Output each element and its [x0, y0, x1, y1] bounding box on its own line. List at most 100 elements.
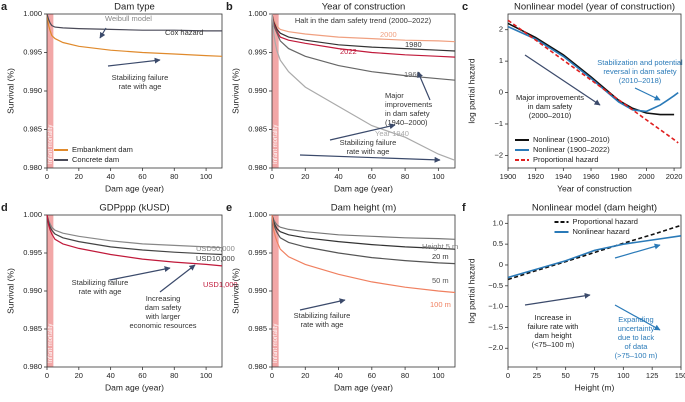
x-tick-label: 40 — [106, 172, 114, 181]
panel-letter: a — [1, 1, 8, 13]
y-tick-label: 0.995 — [248, 248, 267, 257]
legend-label: Nonlinear (1900–2022) — [533, 145, 610, 154]
y-tick-label: 2 — [499, 25, 503, 34]
y-tick-label: 0.980 — [23, 362, 42, 371]
annotation: reversal in dam safety — [603, 67, 677, 76]
x-axis-label: Dam age (year) — [334, 382, 393, 392]
y-tick-label: 0.990 — [23, 286, 42, 295]
y-tick-label: −1.0 — [488, 302, 503, 311]
y-tick-label: −2 — [494, 150, 503, 159]
x-tick-label: 40 — [334, 371, 342, 380]
x-tick-label: 0 — [270, 371, 274, 380]
arrow — [109, 266, 171, 281]
series-line — [507, 19, 679, 144]
y-tick-label: 0.990 — [23, 86, 42, 95]
legend-label: Nonlinear (1900–2010) — [533, 135, 610, 144]
annotation: Major improvements — [516, 93, 584, 102]
y-tick-label: 0.985 — [248, 324, 267, 333]
y-tick-label: −2.0 — [488, 343, 503, 352]
x-tick-label: 20 — [301, 371, 309, 380]
x-tick-label: 75 — [590, 371, 598, 380]
infant-mortality-band — [272, 215, 279, 367]
x-axis-label: Height (m) — [575, 382, 615, 392]
x-tick-label: 1900 — [500, 172, 517, 181]
band-label: Infant mortality — [48, 125, 54, 164]
annotation: Weibull model — [105, 14, 152, 23]
annotation: rate with age — [79, 287, 122, 296]
y-tick-label: 0.5 — [493, 239, 503, 248]
series-label: 100 m — [430, 300, 451, 309]
series-line — [507, 224, 682, 281]
legend-label: Concrete dam — [72, 155, 119, 164]
y-axis-label: log partial hazard — [466, 258, 476, 323]
y-axis-label: Survival (%) — [230, 268, 240, 314]
x-axis-label: Dam age (year) — [105, 183, 164, 193]
x-tick-label: 100 — [200, 371, 213, 380]
annotation: Stabilizing failure — [72, 278, 129, 287]
annotation: Stabilizing failure — [294, 311, 351, 320]
x-axis-label: Dam age (year) — [334, 183, 393, 193]
annotation: rate with age — [301, 320, 344, 329]
y-tick-label: 0.995 — [23, 47, 42, 56]
series-line — [271, 214, 456, 265]
annotation: of data — [625, 342, 649, 351]
panel-letter: b — [226, 1, 233, 13]
arrow — [99, 27, 107, 39]
x-tick-label: 20 — [301, 172, 309, 181]
series-label: Height 5 m — [422, 242, 458, 251]
arrow — [299, 154, 441, 163]
annotation: in dam safety — [385, 109, 430, 118]
arrow — [634, 87, 661, 101]
arrow — [524, 54, 601, 106]
infant-mortality-band — [47, 215, 54, 367]
annotation: uncertainty — [618, 324, 655, 333]
series-label: 50 m — [432, 276, 449, 285]
y-axis-label: Survival (%) — [230, 68, 240, 114]
band-label: Infant mortality — [273, 125, 279, 164]
arrow — [159, 264, 196, 293]
annotation: dam height — [534, 331, 572, 340]
y-tick-label: 0.980 — [248, 163, 267, 172]
legend-label: Nonlinear hazard — [573, 227, 630, 236]
annotation: (1940–2000) — [385, 118, 428, 127]
y-tick-label: 0 — [499, 88, 503, 97]
plot-frame — [507, 13, 682, 169]
y-tick-label: −0.5 — [488, 281, 503, 290]
series-line — [46, 214, 223, 256]
arrow — [299, 298, 346, 311]
x-tick-label: 80 — [401, 172, 409, 181]
arrow — [524, 292, 591, 306]
y-axis-label: Survival (%) — [5, 68, 15, 114]
x-tick-label: 125 — [646, 371, 659, 380]
y-tick-label: 0.985 — [23, 124, 42, 133]
panel-letter: c — [462, 1, 468, 13]
x-tick-label: 0 — [45, 371, 49, 380]
x-tick-label: 1980 — [610, 172, 627, 181]
annotation: (<75–100 m) — [532, 340, 575, 349]
x-tick-label: 0 — [45, 172, 49, 181]
x-tick-label: 20 — [75, 172, 83, 181]
chart-title: Nonlinear model (dam height) — [532, 203, 657, 214]
y-axis-label: Survival (%) — [5, 268, 15, 314]
chart-title: Dam type — [114, 2, 155, 13]
plot-frame — [46, 214, 223, 368]
annotation: Stabilization and potential — [597, 58, 683, 67]
y-tick-label: 0.995 — [248, 47, 267, 56]
x-tick-label: 100 — [617, 371, 630, 380]
x-tick-label: 2020 — [666, 172, 683, 181]
chart-title: GDPppp (kUSD) — [99, 203, 169, 214]
x-tick-label: 100 — [432, 172, 445, 181]
x-tick-label: 60 — [368, 172, 376, 181]
annotation: due to lack — [618, 333, 655, 342]
x-tick-label: 50 — [561, 371, 569, 380]
series-line — [271, 214, 456, 294]
annotation: failure rate with — [528, 322, 579, 331]
y-tick-label: −1.5 — [488, 322, 503, 331]
annotation: Stabilizing failure — [112, 73, 169, 82]
panel-letter: d — [1, 202, 8, 214]
series-line — [46, 13, 223, 57]
annotation: rate with age — [347, 147, 390, 156]
band-label: Infant mortality — [273, 324, 279, 363]
annotation: Increase in — [535, 313, 572, 322]
